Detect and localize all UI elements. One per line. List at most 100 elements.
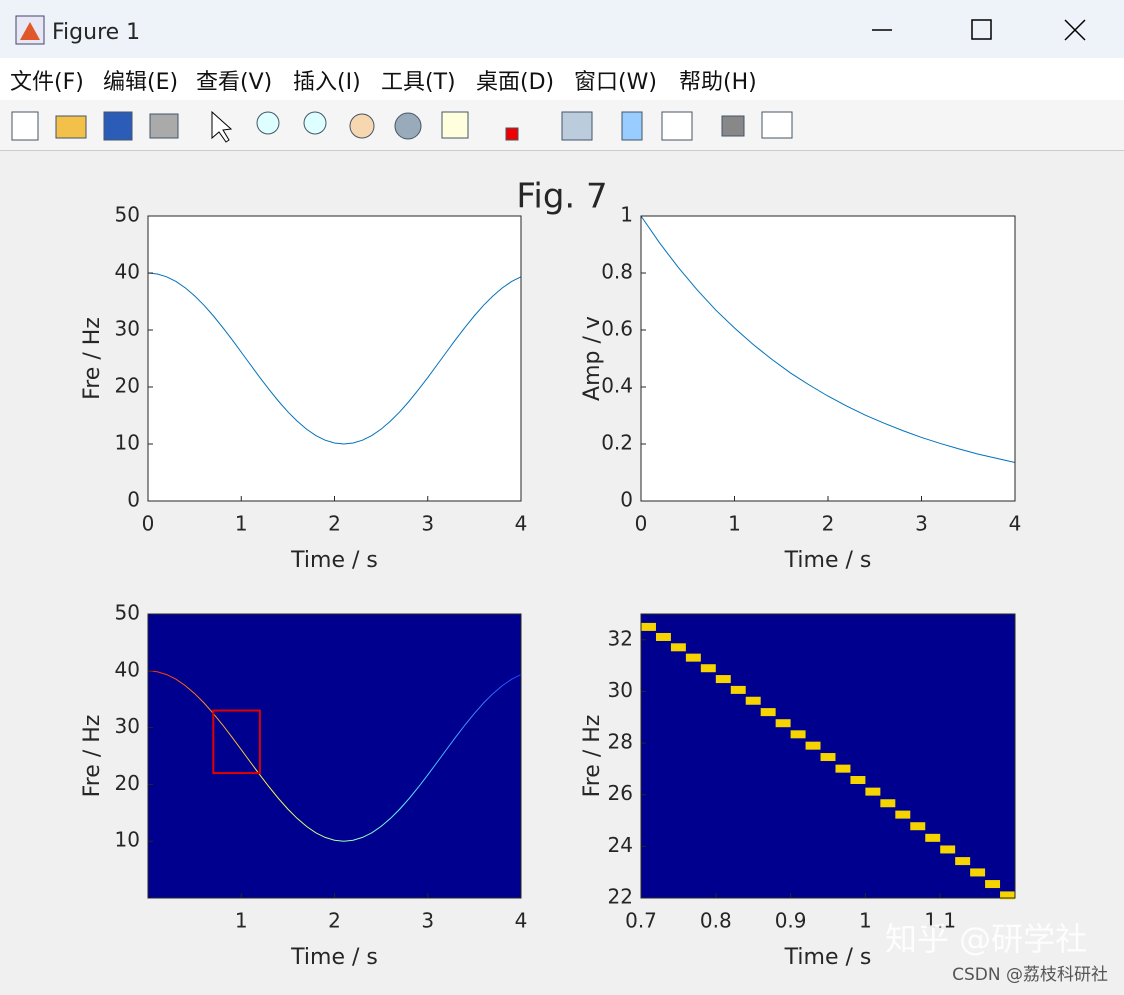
x-tick-label: 0 bbox=[635, 512, 648, 536]
y-tick-label: 10 bbox=[115, 828, 140, 852]
toolbar-icons bbox=[11, 110, 793, 143]
heat-cell bbox=[730, 685, 746, 694]
watermark: CSDN @荔枝科研社 bbox=[952, 965, 1108, 985]
y-axis-label: Fre / Hz bbox=[80, 317, 105, 400]
y-tick-label: 0.2 bbox=[601, 431, 633, 455]
tool-legend[interactable] bbox=[661, 111, 693, 141]
menu-item[interactable]: 文件(F) bbox=[10, 70, 84, 95]
y-tick-label: 40 bbox=[115, 260, 140, 284]
line bbox=[640, 215, 1016, 464]
tool-datatip[interactable] bbox=[441, 111, 469, 139]
x-tick-label: 2 bbox=[822, 512, 835, 536]
line bbox=[147, 272, 522, 445]
y-tick-label: 0 bbox=[620, 488, 633, 512]
tool-print[interactable] bbox=[149, 113, 179, 139]
y-tick-label: 30 bbox=[115, 317, 140, 341]
tool-rotate[interactable] bbox=[394, 112, 422, 140]
tool-open[interactable] bbox=[55, 115, 87, 139]
title-bar: Figure 1 bbox=[0, 0, 1124, 58]
heat-cell bbox=[760, 708, 776, 717]
plot-area bbox=[641, 216, 1015, 501]
menu-item[interactable]: 查看(V) bbox=[196, 70, 273, 95]
y-tick-label: 30 bbox=[115, 714, 140, 738]
x-tick-label: 0.8 bbox=[700, 909, 732, 933]
watermark: 知乎 @研学社 bbox=[885, 920, 1087, 958]
heat-cell bbox=[641, 622, 656, 631]
tool-pointer[interactable] bbox=[211, 110, 233, 143]
menu-bar: 文件(F) 编辑(E) 查看(V) 插入(I) 工具(T) 桌面(D) 窗口(W) 帮助(H) bbox=[0, 58, 1124, 100]
heat-cell bbox=[685, 653, 701, 662]
y-tick-label: 30 bbox=[608, 678, 633, 702]
x-tick-label: 4 bbox=[1009, 512, 1022, 536]
heat-cell bbox=[895, 810, 911, 819]
heat-cell bbox=[700, 664, 716, 673]
y-tick-label: 0 bbox=[127, 488, 140, 512]
y-tick-label: 26 bbox=[608, 781, 633, 805]
y-tick-label: 0.8 bbox=[601, 260, 633, 284]
tool-zoom-in[interactable] bbox=[256, 111, 280, 135]
x-tick-label: 0 bbox=[142, 512, 155, 536]
heat-cell bbox=[745, 696, 761, 705]
y-tick-label: 0.6 bbox=[601, 317, 633, 341]
heat-cell bbox=[865, 787, 881, 796]
menu-item[interactable]: 编辑(E) bbox=[103, 70, 179, 95]
x-axis-label: Time / s bbox=[290, 945, 378, 970]
menu-item[interactable]: 窗口(W) bbox=[574, 70, 657, 95]
x-tick-label: 1 bbox=[859, 909, 872, 933]
x-tick-label: 1 bbox=[235, 512, 248, 536]
y-axis-label: Amp / v bbox=[580, 316, 605, 401]
heat-cell bbox=[985, 880, 1001, 889]
heat-cell bbox=[715, 675, 731, 684]
y-tick-label: 22 bbox=[608, 885, 633, 909]
line bbox=[147, 670, 522, 842]
menu-item[interactable]: 帮助(H) bbox=[679, 70, 757, 95]
heat-cell bbox=[670, 643, 686, 652]
x-axis-label: Time / s bbox=[290, 548, 378, 573]
y-tick-label: 20 bbox=[115, 771, 140, 795]
x-tick-label: 3 bbox=[421, 512, 434, 536]
heat-cell bbox=[925, 833, 941, 842]
y-tick-label: 1 bbox=[620, 203, 633, 227]
heat-cell bbox=[775, 719, 791, 728]
heat-cell bbox=[970, 868, 986, 877]
y-tick-label: 24 bbox=[608, 833, 633, 857]
x-tick-label: 4 bbox=[515, 909, 528, 933]
tool-hide[interactable] bbox=[721, 115, 745, 137]
y-tick-label: 0.4 bbox=[601, 374, 633, 398]
heat-cell bbox=[910, 822, 926, 831]
heat-cell bbox=[835, 764, 851, 773]
menu-item[interactable]: 插入(I) bbox=[293, 70, 361, 95]
heat-cell bbox=[820, 753, 836, 762]
heat-cell bbox=[940, 845, 956, 854]
tool-zoom-out[interactable] bbox=[303, 111, 327, 135]
close-button[interactable] bbox=[1064, 19, 1086, 41]
maximize-button[interactable] bbox=[971, 19, 992, 40]
tool-pan[interactable] bbox=[349, 113, 375, 139]
x-axis-label: Time / s bbox=[784, 945, 872, 970]
heat-cell bbox=[655, 632, 671, 641]
menu-item[interactable]: 工具(T) bbox=[381, 70, 456, 95]
tool-brush[interactable] bbox=[505, 127, 519, 141]
tool-colorbar[interactable] bbox=[621, 111, 643, 141]
x-tick-label: 1.1 bbox=[924, 909, 956, 933]
x-tick-label: 1 bbox=[235, 909, 248, 933]
x-tick-label: 2 bbox=[328, 909, 341, 933]
tool-save[interactable] bbox=[103, 111, 133, 141]
app-icon-shape bbox=[20, 22, 40, 40]
figure-title: Fig. 7 bbox=[516, 177, 607, 217]
heat-cell bbox=[790, 730, 806, 739]
x-tick-label: 4 bbox=[515, 512, 528, 536]
y-tick-label: 20 bbox=[115, 374, 140, 398]
y-tick-label: 32 bbox=[608, 626, 633, 650]
title-bar-graphics: Figure 1 bbox=[15, 15, 1086, 45]
menu-item[interactable]: 桌面(D) bbox=[476, 70, 555, 95]
axes-box bbox=[640, 613, 1016, 899]
y-tick-label: 50 bbox=[115, 203, 140, 227]
tool-new[interactable] bbox=[11, 111, 39, 141]
tool-link[interactable] bbox=[561, 111, 593, 141]
heat-cell bbox=[955, 857, 971, 866]
x-tick-label: 1 bbox=[728, 512, 741, 536]
tool-dock[interactable] bbox=[761, 111, 793, 139]
